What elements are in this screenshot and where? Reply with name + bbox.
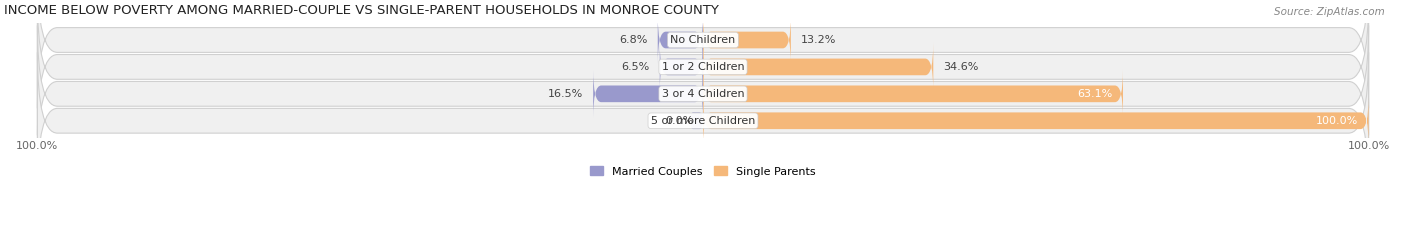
FancyBboxPatch shape — [690, 112, 703, 129]
FancyBboxPatch shape — [703, 70, 1123, 118]
Text: No Children: No Children — [671, 35, 735, 45]
FancyBboxPatch shape — [38, 0, 1368, 108]
FancyBboxPatch shape — [703, 97, 1368, 145]
FancyBboxPatch shape — [703, 16, 790, 64]
Text: 6.5%: 6.5% — [621, 62, 650, 72]
Text: 16.5%: 16.5% — [548, 89, 583, 99]
Legend: Married Couples, Single Parents: Married Couples, Single Parents — [591, 166, 815, 177]
FancyBboxPatch shape — [659, 43, 703, 91]
Text: 3 or 4 Children: 3 or 4 Children — [662, 89, 744, 99]
Text: 100.0%: 100.0% — [1316, 116, 1358, 126]
Text: 0.0%: 0.0% — [665, 116, 693, 126]
Text: INCOME BELOW POVERTY AMONG MARRIED-COUPLE VS SINGLE-PARENT HOUSEHOLDS IN MONROE : INCOME BELOW POVERTY AMONG MARRIED-COUPL… — [4, 4, 718, 17]
Text: 34.6%: 34.6% — [943, 62, 979, 72]
Text: 6.8%: 6.8% — [620, 35, 648, 45]
Text: 63.1%: 63.1% — [1078, 89, 1114, 99]
Text: Source: ZipAtlas.com: Source: ZipAtlas.com — [1274, 7, 1385, 17]
Text: 13.2%: 13.2% — [801, 35, 837, 45]
FancyBboxPatch shape — [593, 70, 703, 118]
Text: 5 or more Children: 5 or more Children — [651, 116, 755, 126]
Text: 1 or 2 Children: 1 or 2 Children — [662, 62, 744, 72]
FancyBboxPatch shape — [38, 25, 1368, 162]
FancyBboxPatch shape — [38, 0, 1368, 135]
FancyBboxPatch shape — [703, 43, 934, 91]
FancyBboxPatch shape — [38, 52, 1368, 189]
FancyBboxPatch shape — [658, 16, 703, 64]
